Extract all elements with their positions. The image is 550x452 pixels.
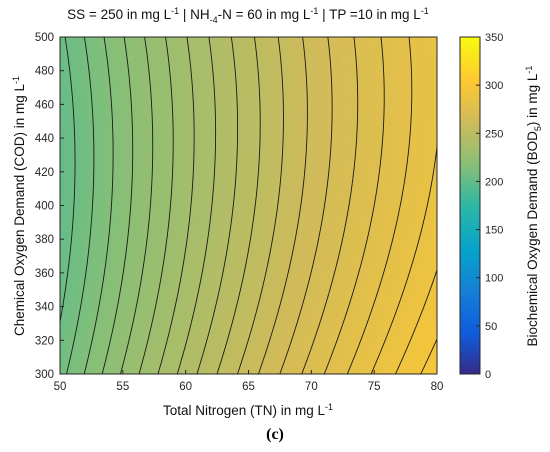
contour-line-230 [138,37,174,374]
x-tick-label: 65 [242,381,255,393]
colorbar-tick-label: 300 [485,80,503,92]
y-tick-label: 320 [35,335,54,347]
y-tick-label: 460 [35,99,54,111]
y-tick-label: 380 [35,234,54,246]
contour-lines [60,37,437,374]
y-axis: 300 320 340 360 380 400 420 440 460 480 500 [35,32,64,381]
contour-line-260 [257,37,308,374]
y-axis-label: Chemical Oxygen Demand (COD) in mg L-1 [11,76,27,336]
contour-line-210 [66,37,95,374]
colorbar-ticks: 0 50 100 150 200 250 300 350 [476,32,503,381]
x-tick-label: 60 [179,381,192,393]
contour-line-240 [176,37,217,374]
colorbar-tick-label: 50 [485,321,497,333]
contour-line-225 [120,37,154,374]
y-tick-label: 360 [35,268,54,280]
contour-line-245 [196,37,239,374]
chart-title: SS = 250 in mg L-1 | NH-4-N = 60 in mg L… [67,6,429,25]
x-tick-label: 80 [431,381,444,393]
contour-line-265 [279,37,333,374]
contour-line-290 [395,269,437,374]
contour-line-235 [157,37,195,374]
contour-fill [60,37,437,374]
contour-line-295 [420,338,437,374]
x-axis: 50 55 60 65 70 75 80 [54,370,444,393]
x-tick-label: 50 [54,381,67,393]
colorbar-tick-label: 150 [485,225,503,237]
colorbar-tick-label: 100 [485,273,503,285]
y-tick-label: 300 [35,369,54,381]
x-tick-label: 70 [305,381,318,393]
y-tick-label: 440 [35,133,54,145]
colorbar [459,36,481,375]
x-tick-label: 55 [116,381,129,393]
x-axis-label: Total Nitrogen (TN) in mg L-1 [163,402,333,418]
x-tick-label: 75 [368,381,381,393]
contour-line-255 [237,37,284,374]
colorbar-tick-label: 200 [485,176,503,188]
contour-line-270 [301,37,359,374]
contour-line-215 [83,37,114,374]
y-tick-label: 340 [35,302,54,314]
y-tick-label: 480 [35,66,54,78]
y-tick-label: 420 [35,167,54,179]
contour-line-250 [216,37,261,374]
contour-chart: SS = 250 in mg L-1 | NH-4-N = 60 in mg L… [11,6,543,418]
colorbar-tick-label: 350 [485,32,503,44]
contour-line-285 [370,146,437,374]
y-tick-label: 500 [35,32,54,44]
panel-caption: (c) [266,426,284,443]
colorbar-label: Biochemical Oxygen Demand (BOD5) in mg L… [524,66,543,347]
colorbar-tick-label: 0 [485,369,491,381]
contour-line-275 [323,37,385,374]
y-tick-label: 400 [35,201,54,213]
colorbar-tick-label: 250 [485,128,503,140]
